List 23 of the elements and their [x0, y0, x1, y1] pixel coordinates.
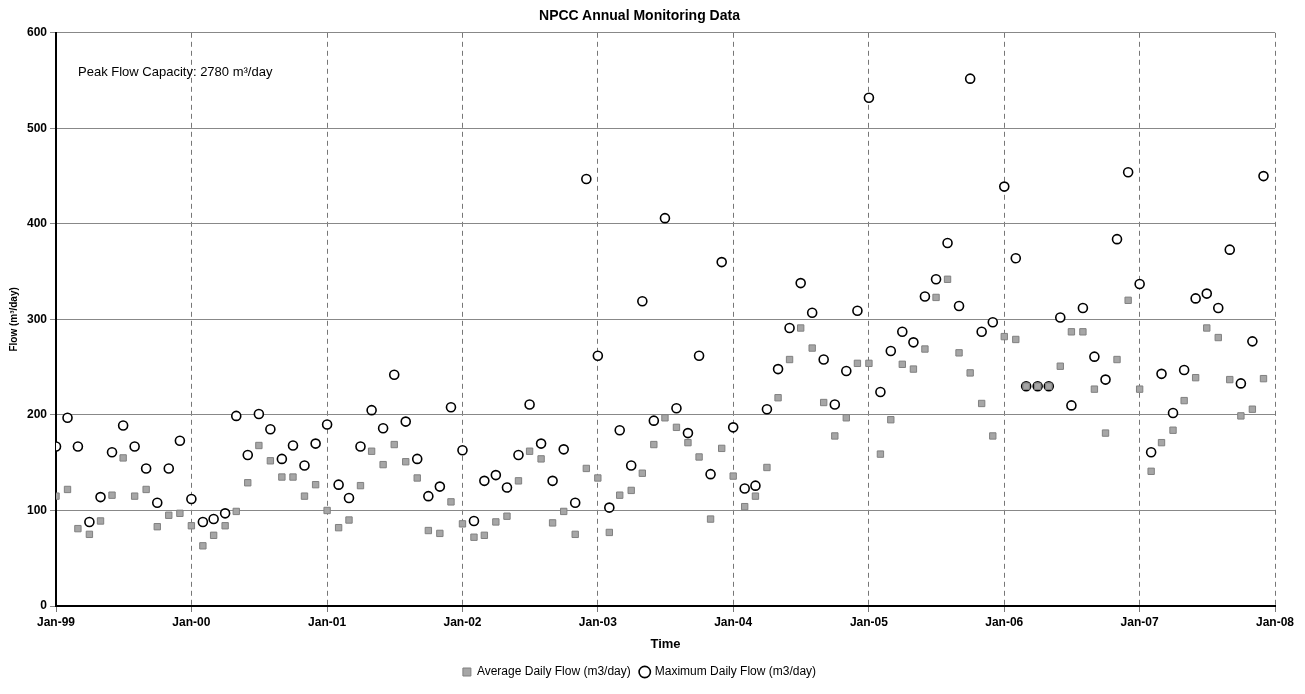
x-tick-label: Jan-08: [1255, 614, 1295, 629]
x-tick-label: Jan-05: [849, 614, 889, 629]
x-tick-label: Jan-04: [714, 614, 753, 629]
x-tick-label: Jan-06: [985, 614, 1024, 629]
y-axis-title: Flow (m³/day): [7, 287, 19, 352]
x-tick-label: Jan-07: [1120, 614, 1159, 629]
x-tick-label: Jan-00: [172, 614, 211, 629]
x-tick-label: Jan-01: [308, 614, 347, 629]
x-tick-label: Jan-99: [37, 614, 76, 629]
y-tick-label: 600: [26, 25, 48, 40]
legend-label: Maximum Daily Flow (m3/day): [654, 664, 817, 679]
x-tick-label: Jan-03: [578, 614, 618, 629]
y-tick-label: 400: [26, 216, 48, 231]
annotation: Peak Flow Capacity: 2780 m³/day: [78, 64, 273, 80]
y-tick-label: 300: [26, 311, 48, 326]
chart-title: NPCC Annual Monitoring Data: [539, 7, 741, 24]
x-tick-label: Jan-02: [443, 614, 482, 629]
y-tick-label: 0: [40, 598, 48, 613]
legend-label: Average Daily Flow (m3/day): [476, 664, 631, 679]
y-tick-label: 500: [26, 120, 48, 135]
x-axis-title: Time: [650, 635, 681, 651]
y-tick-label: 100: [26, 502, 48, 517]
y-tick-label: 200: [26, 407, 48, 422]
